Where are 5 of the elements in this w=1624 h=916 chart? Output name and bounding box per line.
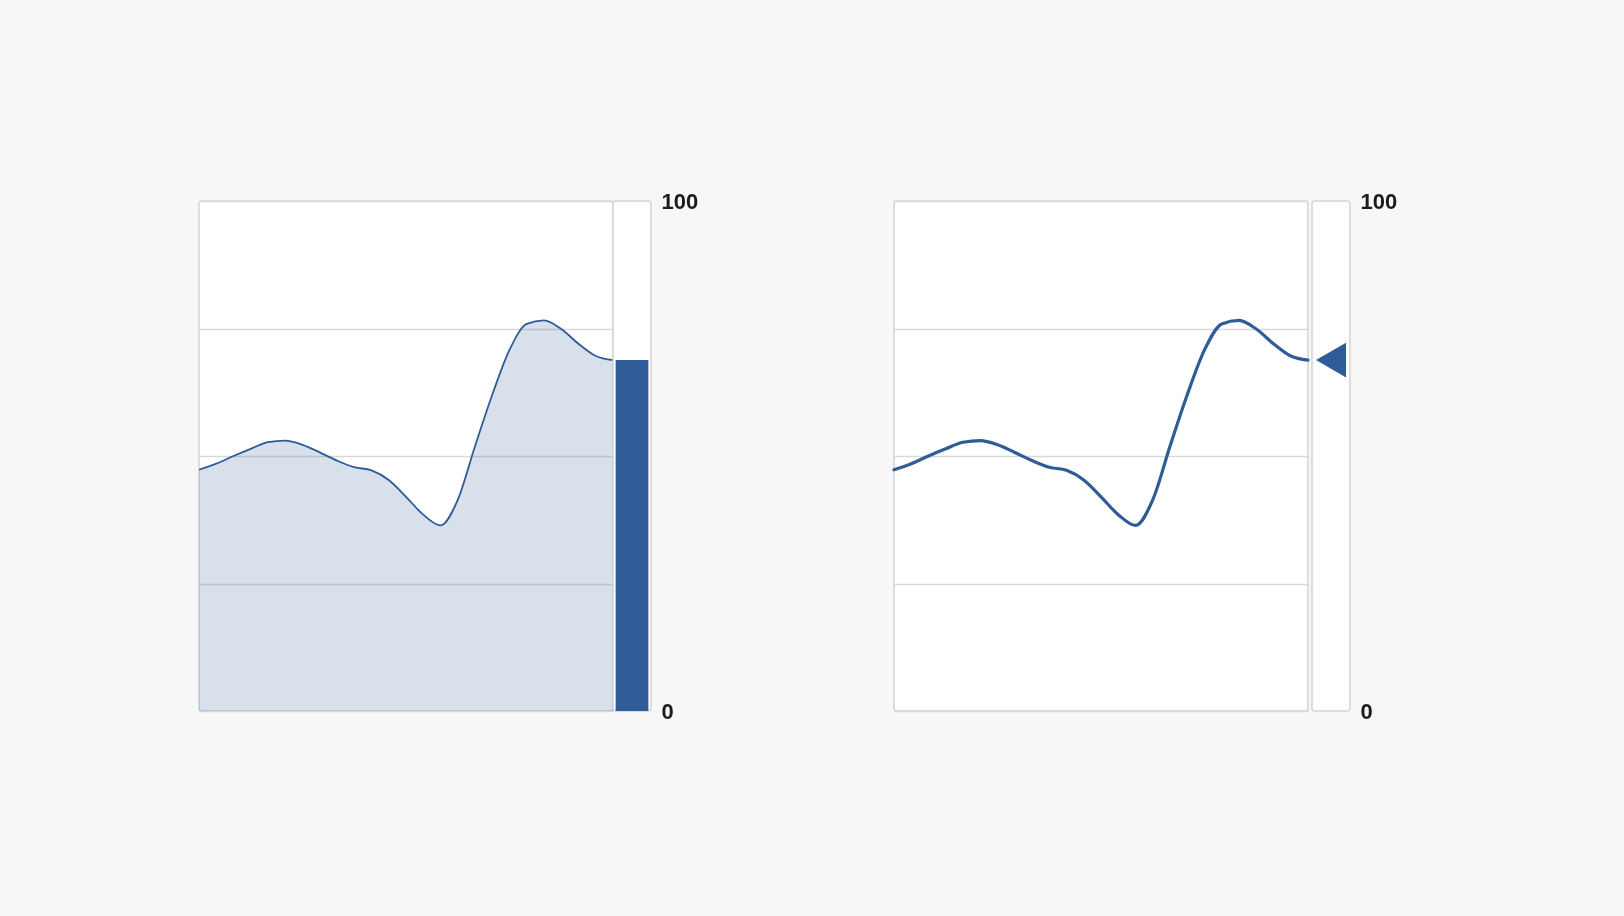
y-tick-label: 0 [661,698,674,724]
y-tick-label: 100 [661,188,699,214]
line-series [892,318,1310,527]
y-tick-label: 100 [1360,188,1398,214]
y-tick-label: 0 [1360,698,1373,724]
